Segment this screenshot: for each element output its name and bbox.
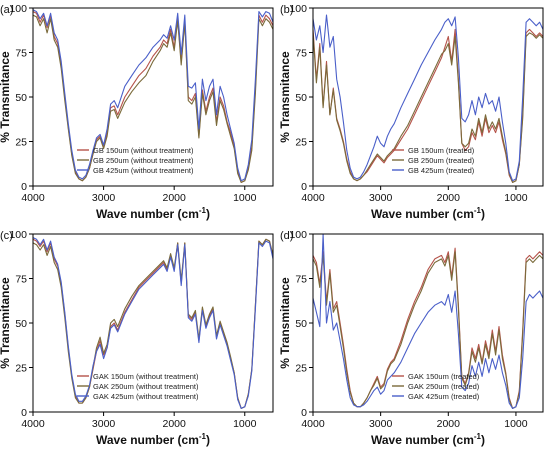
panel-label: (c)	[0, 230, 13, 242]
legend: GB 150um (treated)GB 250um (treated)GB 4…	[392, 146, 475, 175]
panel-label: (d)	[280, 230, 293, 242]
x-tick-label: 2000	[437, 418, 461, 430]
y-axis-label: % Transmitance	[0, 51, 12, 143]
chart-panel-2: (b) 4000 3000 2000 1000 0 25 50 75 100 Wave number…	[278, 3, 544, 221]
x-tick-label: 4000	[21, 192, 45, 204]
y-axis-label: % Transmitance	[0, 277, 12, 369]
y-tick-label: 75	[15, 274, 27, 286]
series-line-3	[313, 234, 543, 409]
y-tick-label: 50	[15, 318, 27, 330]
y-tick-label: 25	[15, 363, 27, 375]
y-tick-label: 100	[289, 3, 307, 15]
legend-label: GB 150um (treated)	[408, 146, 475, 155]
y-tick-label: 50	[295, 318, 307, 330]
x-tick-label: 2000	[162, 418, 186, 430]
x-tick-label: 3000	[369, 418, 393, 430]
y-tick-label: 25	[295, 363, 307, 375]
series-group	[33, 237, 273, 409]
chart-panel-3: (c) 4000 3000 2000 1000 0 25 50 75 100 Wave number…	[0, 229, 274, 447]
x-axis-label: Wave number (cm-1)	[96, 206, 210, 221]
series-line-2	[313, 251, 543, 409]
y-tick-label: 75	[295, 48, 307, 60]
x-tick-label: 4000	[301, 418, 325, 430]
x-tick-label: 4000	[21, 418, 45, 430]
legend: GB 150um (without treatment)GB 250um (wi…	[77, 146, 194, 175]
y-tick-label: 0	[21, 407, 27, 419]
series-line-2	[33, 14, 273, 183]
x-tick-label: 2000	[162, 192, 186, 204]
x-tick-label: 1000	[233, 418, 257, 430]
y-tick-label: 25	[15, 137, 27, 149]
y-tick-label: 50	[15, 92, 27, 104]
series-line-3	[313, 14, 543, 182]
legend-label: GAK 150um (treated)	[408, 372, 480, 381]
y-tick-label: 50	[295, 92, 307, 104]
x-tick-label: 4000	[301, 192, 325, 204]
x-tick-label: 1000	[233, 192, 257, 204]
y-tick-label: 0	[21, 181, 27, 193]
legend-label: GB 250um (treated)	[408, 156, 475, 165]
x-axis-label: Wave number (cm-1)	[371, 432, 485, 447]
series-group	[33, 9, 273, 183]
y-axis-label: % Transmitance	[278, 277, 292, 369]
x-tick-label: 3000	[92, 192, 116, 204]
series-line-3	[33, 9, 273, 182]
x-tick-label: 3000	[92, 418, 116, 430]
x-tick-label: 2000	[437, 192, 461, 204]
legend-label: GB 250um (without treatment)	[93, 156, 194, 165]
x-axis-label: Wave number (cm-1)	[371, 206, 485, 221]
series-line-3	[33, 237, 273, 409]
y-axis-label: % Transmitance	[278, 51, 292, 143]
series-group	[313, 234, 543, 409]
legend: GAK 150um (without treatment)GAK 250um (…	[77, 372, 199, 401]
legend-label: GAK 150um (without treatment)	[93, 372, 199, 381]
y-tick-label: 100	[289, 229, 307, 241]
y-tick-label: 25	[295, 137, 307, 149]
legend-label: GB 425um (without treatment)	[93, 166, 194, 175]
legend-label: GAK 250um (treated)	[408, 382, 480, 391]
y-tick-label: 0	[301, 181, 307, 193]
panel-label: (b)	[280, 4, 293, 16]
x-tick-label: 1000	[504, 192, 528, 204]
y-tick-label: 75	[15, 48, 27, 60]
x-tick-label: 3000	[369, 192, 393, 204]
y-tick-label: 100	[9, 229, 27, 241]
chart-panel-1: (a) 4000 3000 2000 1000 0 25 50 75 100 Wave number…	[0, 3, 274, 221]
x-tick-label: 1000	[504, 418, 528, 430]
legend-label: GB 150um (without treatment)	[93, 146, 194, 155]
y-tick-label: 75	[295, 274, 307, 286]
legend-label: GB 425um (treated)	[408, 166, 475, 175]
legend-label: GAK 250um (without treatment)	[93, 382, 199, 391]
legend-label: GAK 425um (without treatment)	[93, 392, 199, 401]
series-group	[313, 14, 543, 183]
panel-label: (a)	[0, 4, 13, 16]
legend-label: GAK 425um (treated)	[408, 392, 480, 401]
y-tick-label: 0	[301, 407, 307, 419]
chart-panel-4: (d) 4000 3000 2000 1000 0 25 50 75 100 Wave number…	[278, 229, 544, 447]
legend: GAK 150um (treated)GAK 250um (treated)GA…	[392, 372, 480, 401]
x-axis-label: Wave number (cm-1)	[96, 432, 210, 447]
y-tick-label: 100	[9, 3, 27, 15]
